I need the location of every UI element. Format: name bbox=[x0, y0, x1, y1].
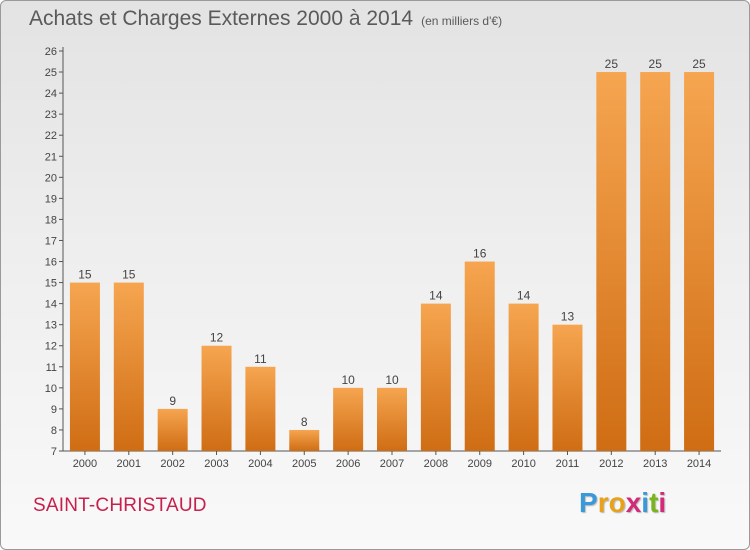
bar-value-label: 14 bbox=[517, 289, 531, 303]
bar-value-label: 10 bbox=[385, 373, 399, 387]
logo-letter: x bbox=[625, 487, 642, 518]
bar bbox=[684, 72, 715, 451]
x-tick-label: 2003 bbox=[204, 458, 228, 470]
y-tick-label: 7 bbox=[51, 446, 57, 458]
bar-value-label: 9 bbox=[169, 394, 176, 408]
bar-value-label: 15 bbox=[122, 268, 136, 282]
logo-letter: P bbox=[579, 487, 598, 518]
x-tick-label: 2008 bbox=[424, 458, 448, 470]
bar-value-label: 8 bbox=[301, 415, 308, 429]
y-tick-label: 21 bbox=[45, 151, 57, 163]
x-tick-label: 2012 bbox=[599, 458, 623, 470]
logo-letter: i bbox=[641, 487, 650, 518]
bar bbox=[377, 387, 407, 451]
y-tick-label: 25 bbox=[45, 67, 57, 79]
bar bbox=[157, 408, 188, 451]
bar-value-label: 11 bbox=[254, 352, 267, 366]
bar bbox=[333, 387, 364, 451]
bar-value-label: 15 bbox=[78, 268, 92, 282]
bar bbox=[113, 282, 144, 451]
bar bbox=[201, 345, 232, 451]
y-tick-label: 16 bbox=[45, 257, 57, 269]
title-unit: (en milliers d'€) bbox=[421, 14, 503, 28]
title-text: Achats et Charges Externes 2000 à 2014 bbox=[29, 7, 414, 30]
y-tick-label: 19 bbox=[45, 193, 57, 205]
x-tick-label: 2002 bbox=[160, 458, 184, 470]
bar-value-label: 16 bbox=[473, 247, 487, 261]
x-tick-label: 2000 bbox=[73, 458, 97, 470]
y-tick-label: 20 bbox=[45, 172, 57, 184]
proxiti-logo: Proxiti bbox=[579, 487, 666, 519]
logo-letter: r bbox=[597, 487, 609, 518]
bar bbox=[508, 303, 539, 451]
chart-title: Achats et Charges Externes 2000 à 2014 (e… bbox=[29, 7, 502, 31]
bar bbox=[640, 72, 671, 451]
y-tick-label: 26 bbox=[45, 46, 57, 58]
x-tick-label: 2014 bbox=[687, 458, 711, 470]
bar bbox=[245, 366, 276, 451]
y-tick-label: 23 bbox=[45, 109, 57, 121]
x-tick-label: 2004 bbox=[248, 458, 272, 470]
y-tick-label: 15 bbox=[45, 278, 57, 290]
bar-value-label: 25 bbox=[605, 57, 619, 71]
x-tick-label: 2005 bbox=[292, 458, 316, 470]
y-tick-label: 8 bbox=[51, 425, 57, 437]
x-tick-label: 2001 bbox=[117, 458, 141, 470]
bars: 15 15 9 12 11 8 10 10 14 16 14 13 25 25 25 bbox=[69, 57, 715, 451]
x-tick-label: 2006 bbox=[336, 458, 360, 470]
y-tick-label: 13 bbox=[45, 320, 57, 332]
y-tick-label: 24 bbox=[45, 88, 57, 100]
y-tick-label: 11 bbox=[46, 362, 57, 374]
town-name: SAINT-CHRISTAUD bbox=[33, 495, 207, 516]
bar-value-label: 13 bbox=[561, 310, 575, 324]
bar-value-label: 12 bbox=[210, 331, 224, 345]
bar-value-label: 10 bbox=[341, 373, 355, 387]
y-tick-label: 17 bbox=[45, 235, 57, 247]
logo-letter: i bbox=[658, 487, 667, 518]
bar-value-label: 25 bbox=[692, 57, 706, 71]
bar bbox=[596, 72, 627, 451]
logo-letter: t bbox=[649, 487, 659, 518]
x-tick-label: 2007 bbox=[380, 458, 404, 470]
bar bbox=[69, 282, 100, 451]
y-tick-label: 18 bbox=[45, 214, 57, 226]
y-tick-label: 22 bbox=[45, 130, 57, 142]
logo-letter: o bbox=[608, 487, 626, 518]
y-tick-label: 14 bbox=[45, 299, 57, 311]
bar-value-label: 25 bbox=[649, 57, 663, 71]
bar-value-label: 14 bbox=[429, 289, 443, 303]
y-tick-label: 10 bbox=[45, 383, 57, 395]
bar bbox=[552, 324, 583, 451]
bar bbox=[420, 303, 451, 451]
y-tick-label: 9 bbox=[51, 404, 57, 416]
bar bbox=[464, 261, 495, 451]
x-tick-label: 2013 bbox=[643, 458, 667, 470]
x-tick-label: 2011 bbox=[556, 458, 580, 470]
bar bbox=[289, 429, 320, 451]
x-tick-label: 2009 bbox=[467, 458, 491, 470]
y-tick-label: 12 bbox=[45, 341, 57, 353]
x-tick-label: 2010 bbox=[511, 458, 535, 470]
